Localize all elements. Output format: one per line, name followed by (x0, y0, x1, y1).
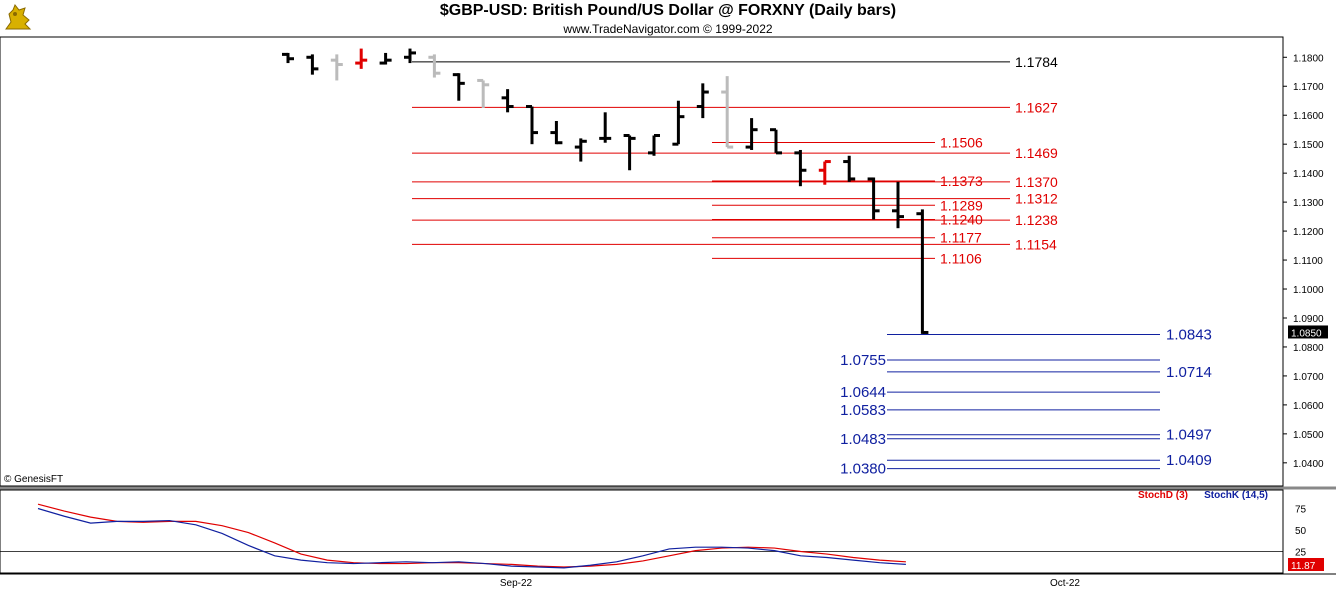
chart-subtitle: www.TradeNavigator.com © 1999-2022 (563, 22, 773, 36)
level-label: 1.1627 (1015, 99, 1058, 115)
copyright-label: © GenesisFT (4, 474, 64, 485)
price-tick-label: 1.0400 (1293, 459, 1324, 470)
level-label: 1.0483 (840, 431, 886, 448)
time-axis-label: Sep-22 (500, 578, 533, 589)
stoch-tick-label: 75 (1295, 505, 1307, 516)
level-label: 1.1784 (1015, 54, 1058, 70)
bull-logo-icon (3, 2, 33, 37)
level-label: 1.1506 (940, 134, 983, 150)
level-label: 1.1154 (1015, 236, 1057, 252)
level-label: 1.0644 (840, 384, 886, 401)
level-label: 1.1373 (940, 173, 983, 189)
price-tick-label: 1.1200 (1293, 227, 1324, 238)
price-tick-label: 1.0900 (1293, 314, 1324, 325)
last-price-label: 1.0850 (1291, 328, 1322, 339)
chart-title: $GBP-USD: British Pound/US Dollar @ FORX… (439, 2, 897, 19)
level-label: 1.0497 (1166, 427, 1212, 444)
price-tick-label: 1.0700 (1293, 372, 1324, 383)
stoch-series-line (37, 507, 906, 569)
level-label: 1.0714 (1166, 364, 1212, 381)
price-tick-label: 1.1400 (1293, 169, 1324, 180)
level-label: 1.1289 (940, 197, 983, 213)
level-label: 1.1238 (1015, 212, 1058, 228)
stoch-last-tag (1288, 558, 1324, 571)
level-label: 1.1240 (940, 211, 983, 227)
level-label: 1.1469 (1015, 145, 1058, 161)
level-label: 1.0380 (840, 461, 886, 478)
stoch-k-legend: StochK (14,5) (1204, 490, 1268, 501)
price-tick-label: 1.0600 (1293, 401, 1324, 412)
stochastic-pane: 75 50 25 StochD (3) StochK (14,5) 11.87 Sep-22… (0, 489, 1336, 589)
level-label: 1.0755 (840, 352, 886, 369)
price-tick-label: 1.1300 (1293, 198, 1324, 209)
price-plot-frame (0, 36, 1284, 487)
stoch-d-legend: StochD (3) (1138, 490, 1188, 501)
level-label: 1.0409 (1166, 452, 1212, 469)
level-label: 1.1177 (940, 230, 982, 246)
time-axis-label: Oct-22 (1050, 578, 1080, 589)
price-tick-label: 1.1500 (1293, 140, 1324, 151)
level-label: 1.1312 (1015, 191, 1058, 207)
price-tick-label: 1.1700 (1293, 82, 1324, 93)
price-tick-label: 1.0500 (1293, 430, 1324, 441)
level-label: 1.0843 (1166, 326, 1212, 343)
stoch-series-line (37, 503, 906, 568)
last-price-tag (1288, 325, 1328, 339)
price-tick-label: 1.1600 (1293, 111, 1324, 122)
stoch-last-label: 11.87 (1291, 561, 1316, 572)
level-label: 1.1106 (940, 250, 982, 266)
price-tick-label: 1.0800 (1293, 343, 1324, 354)
stoch-tick-label: 25 (1295, 548, 1307, 559)
stoch-tick-label: 50 (1295, 526, 1307, 537)
level-label: 1.1370 (1015, 174, 1058, 190)
stoch-plot-frame (0, 489, 1284, 574)
level-label: 1.0583 (840, 402, 886, 419)
price-pane: 1.1800 1.1700 1.1600 1.1500 1.1400 1.1300 1.12… (0, 36, 1336, 490)
price-tick-label: 1.1000 (1293, 285, 1324, 296)
price-tick-label: 1.1800 (1293, 53, 1324, 64)
price-tick-label: 1.1100 (1293, 256, 1323, 267)
